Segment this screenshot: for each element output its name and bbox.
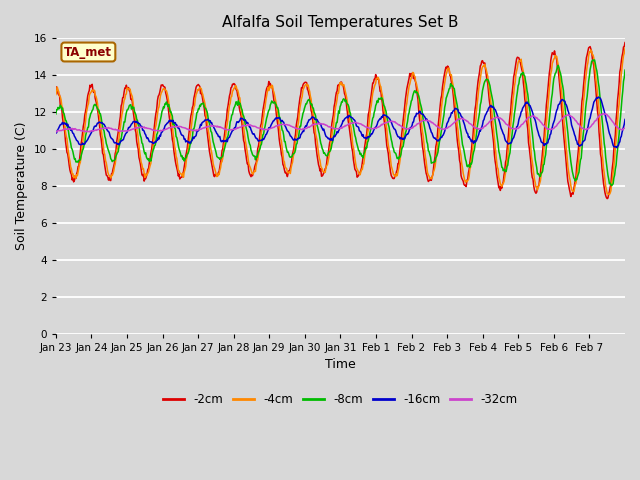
-4cm xyxy=(399,133,407,139)
-32cm xyxy=(599,111,607,117)
Legend: -2cm, -4cm, -8cm, -16cm, -32cm: -2cm, -4cm, -8cm, -16cm, -32cm xyxy=(158,388,522,411)
-8cm xyxy=(621,67,629,73)
-2cm xyxy=(621,40,629,46)
-32cm xyxy=(223,127,231,132)
-8cm xyxy=(223,134,231,140)
-16cm xyxy=(119,137,127,143)
-4cm xyxy=(273,107,281,112)
Line: -8cm: -8cm xyxy=(56,60,625,186)
-32cm xyxy=(431,122,439,128)
-16cm xyxy=(431,135,439,141)
-16cm xyxy=(399,137,407,143)
X-axis label: Time: Time xyxy=(325,359,356,372)
Title: Alfalfa Soil Temperatures Set B: Alfalfa Soil Temperatures Set B xyxy=(222,15,459,30)
-2cm xyxy=(223,107,231,113)
Line: -2cm: -2cm xyxy=(56,43,625,199)
-2cm xyxy=(252,161,259,167)
Text: TA_met: TA_met xyxy=(65,46,113,59)
-16cm xyxy=(621,117,629,122)
-32cm xyxy=(273,123,281,129)
-8cm xyxy=(589,57,597,63)
-4cm xyxy=(431,164,439,169)
Line: -32cm: -32cm xyxy=(56,114,625,132)
-8cm xyxy=(431,159,439,165)
-2cm xyxy=(399,118,407,123)
-4cm xyxy=(605,192,613,197)
-8cm xyxy=(273,105,281,110)
-32cm xyxy=(119,128,127,134)
Line: -16cm: -16cm xyxy=(56,97,625,148)
-32cm xyxy=(52,129,60,135)
-16cm xyxy=(273,116,281,121)
-4cm xyxy=(52,92,60,97)
-2cm xyxy=(273,116,281,122)
-8cm xyxy=(52,111,60,117)
-8cm xyxy=(608,183,616,189)
-2cm xyxy=(604,196,611,202)
-4cm xyxy=(119,109,127,115)
-2cm xyxy=(431,154,439,159)
-4cm xyxy=(621,45,629,51)
-2cm xyxy=(52,87,60,93)
-4cm xyxy=(252,168,259,174)
-8cm xyxy=(399,144,407,149)
Y-axis label: Soil Temperature (C): Soil Temperature (C) xyxy=(15,122,28,250)
-32cm xyxy=(621,125,629,131)
-2cm xyxy=(119,95,127,101)
-4cm xyxy=(223,121,231,127)
-16cm xyxy=(595,94,602,100)
-16cm xyxy=(52,130,60,136)
-8cm xyxy=(119,128,127,133)
-32cm xyxy=(252,124,259,130)
-16cm xyxy=(252,134,259,140)
Line: -4cm: -4cm xyxy=(56,48,625,194)
-16cm xyxy=(613,145,621,151)
-8cm xyxy=(252,157,259,163)
-32cm xyxy=(399,125,407,131)
-16cm xyxy=(223,139,231,144)
